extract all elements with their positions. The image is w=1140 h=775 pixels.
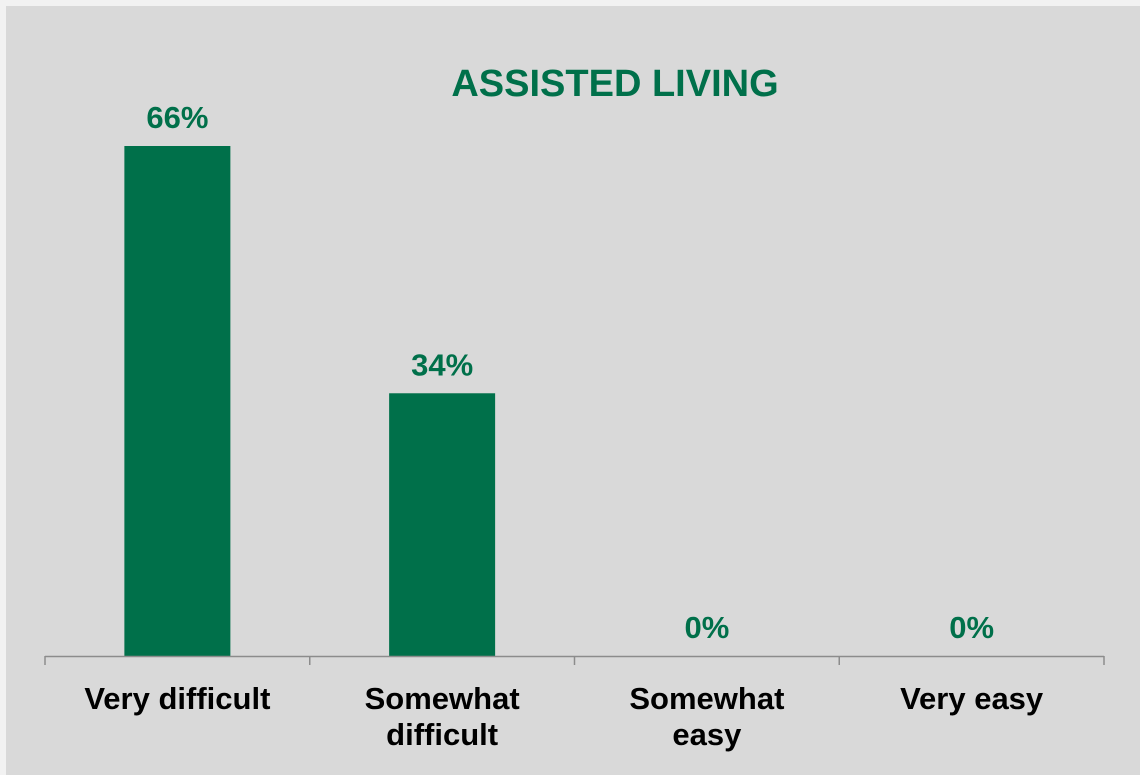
category-label-2: Somewhat easy: [629, 681, 784, 752]
category-label-2-line-0: Somewhat: [629, 681, 784, 716]
data-label-0: 66%: [146, 100, 208, 135]
data-labels-layer: 66% 34% 0% 0%: [146, 100, 994, 645]
data-label-2: 0%: [684, 610, 729, 645]
category-label-1-line-1: difficult: [386, 717, 498, 752]
chart-title: ASSISTED LIVING: [451, 63, 778, 105]
category-label-1-line-0: Somewhat: [365, 681, 520, 716]
category-label-0-line-0: Very difficult: [84, 681, 270, 716]
category-label-0: Very difficult: [84, 681, 270, 716]
chart-panel: ASSISTED LIVING 66% 34% 0% 0% Very difficul…: [6, 6, 1140, 775]
category-label-1: Somewhat difficult: [365, 681, 520, 752]
data-label-1: 34%: [411, 347, 473, 382]
bar-1: [389, 393, 496, 656]
data-label-3: 0%: [949, 610, 994, 645]
bars-layer: [124, 146, 496, 656]
category-label-3-line-0: Very easy: [900, 681, 1044, 716]
x-axis: [44, 655, 1105, 665]
bar-0: [124, 146, 231, 656]
category-label-3: Very easy: [900, 681, 1044, 716]
bar-chart: ASSISTED LIVING 66% 34% 0% 0% Very difficul…: [44, 63, 1105, 752]
category-label-2-line-1: easy: [672, 717, 742, 752]
